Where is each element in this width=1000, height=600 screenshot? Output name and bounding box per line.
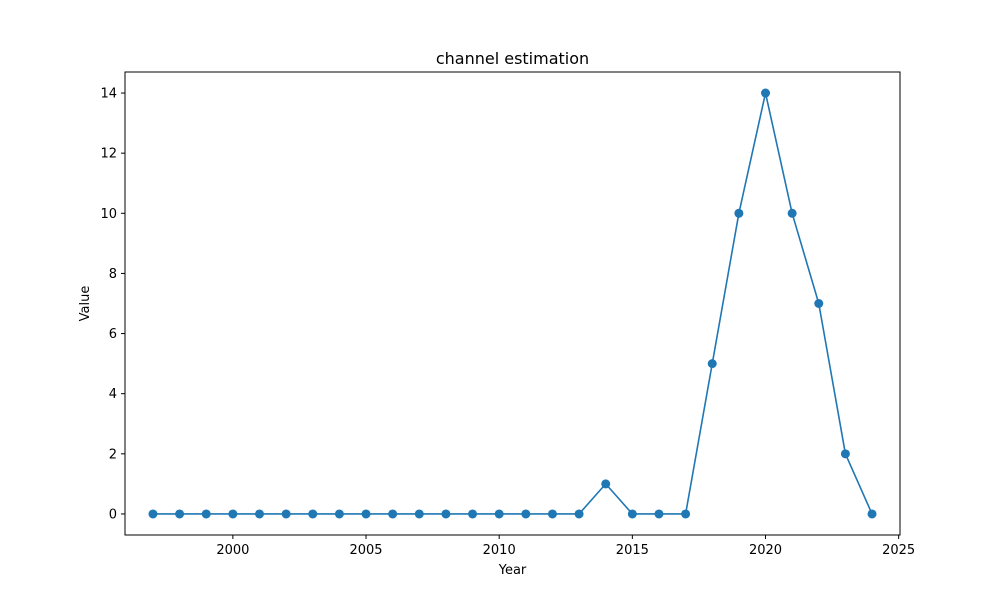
- x-tick-label: 2000: [216, 543, 249, 558]
- data-point: [521, 509, 531, 519]
- data-point: [388, 509, 398, 519]
- data-point: [308, 509, 318, 519]
- data-point: [148, 509, 158, 519]
- series-layer: [148, 88, 877, 519]
- data-point: [547, 509, 557, 519]
- data-point: [254, 509, 264, 519]
- data-point: [441, 509, 451, 519]
- y-tick-label: 12: [100, 147, 117, 162]
- data-point: [787, 208, 797, 218]
- data-point: [601, 479, 611, 489]
- chart-title: channel estimation: [436, 49, 589, 68]
- data-point: [867, 509, 877, 519]
- data-point: [627, 509, 637, 519]
- data-point: [734, 208, 744, 218]
- data-point: [707, 359, 717, 369]
- data-point: [654, 509, 664, 519]
- data-point: [334, 509, 344, 519]
- x-tick-label: 2015: [616, 543, 649, 558]
- data-point: [175, 509, 185, 519]
- data-point: [201, 509, 211, 519]
- y-tick-label: 10: [100, 207, 117, 222]
- y-axis: 0 2 4 6 8 10 12 14: [100, 87, 125, 522]
- x-tick-label: 2010: [483, 543, 516, 558]
- plot-frame: [124, 71, 901, 536]
- data-point: [228, 509, 238, 519]
- x-tick-label: 2005: [349, 543, 382, 558]
- data-point: [468, 509, 478, 519]
- data-point: [574, 509, 584, 519]
- plot-area: [124, 71, 901, 536]
- x-axis: 2000 2005 2010 2015 2020 2025: [216, 535, 915, 558]
- data-point: [281, 509, 291, 519]
- y-tick-label: 4: [109, 387, 117, 402]
- data-point: [494, 509, 504, 519]
- data-point: [414, 509, 424, 519]
- x-tick-label: 2020: [749, 543, 782, 558]
- y-tick-label: 6: [109, 327, 117, 342]
- data-point: [840, 449, 850, 459]
- y-tick-label: 0: [109, 507, 117, 522]
- data-point: [361, 509, 371, 519]
- series-line: [152, 92, 873, 515]
- x-tick-label: 2025: [882, 543, 915, 558]
- x-axis-label: Year: [498, 563, 527, 578]
- y-tick-label: 8: [109, 267, 117, 282]
- y-tick-label: 14: [100, 87, 117, 102]
- y-axis-label: Value: [78, 286, 93, 322]
- data-point: [814, 299, 824, 308]
- y-tick-label: 2: [109, 447, 117, 462]
- data-point: [761, 88, 771, 98]
- data-point: [681, 509, 691, 519]
